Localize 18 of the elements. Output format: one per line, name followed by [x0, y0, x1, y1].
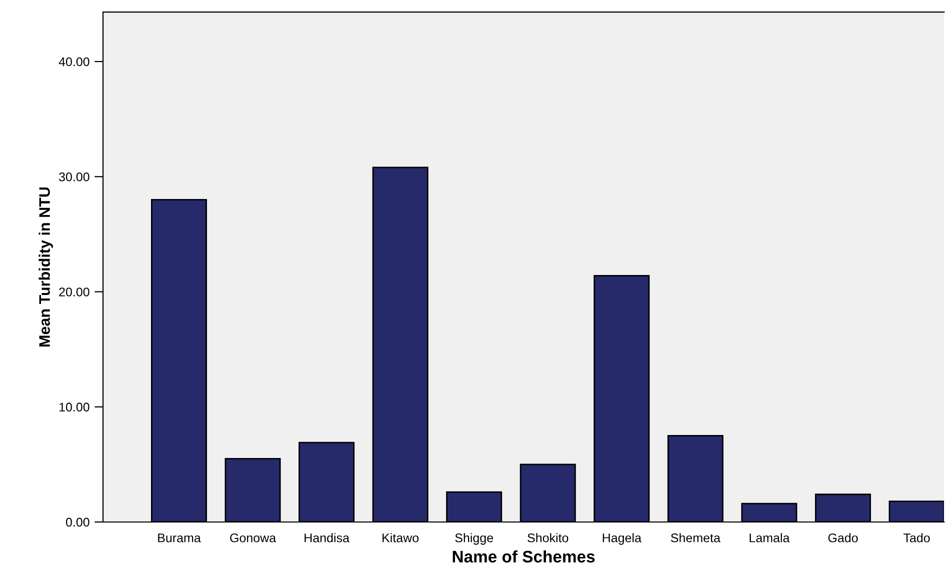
x-tick-label: Shemeta — [670, 533, 720, 542]
x-tick-label: Gado — [828, 533, 858, 542]
x-tick-label: Shigge — [455, 533, 494, 545]
x-tick-label: Shokito — [528, 533, 568, 542]
y-tick-label: 30.00 — [59, 172, 90, 182]
x-axis-title: Name of Schemes — [452, 550, 595, 563]
y-tick-label: 20.00 — [59, 288, 90, 296]
x-tick-label: Gonowa — [230, 533, 276, 542]
y-tick-label: 0.00 — [66, 518, 90, 527]
y-tick-label: 10.00 — [59, 402, 90, 412]
y-tick-label: 40.00 — [58, 57, 90, 66]
x-tick-label: Burama — [158, 534, 201, 542]
x-tick-label: Handisa — [304, 533, 350, 542]
y-axis-title: Mean Turbidity in NTU — [38, 187, 53, 346]
x-tick-label: Hagela — [602, 533, 642, 545]
x-tick-label: Kitawo — [382, 533, 419, 542]
x-tick-label: Lamala — [750, 533, 790, 542]
x-tick-label: Tado — [903, 533, 930, 542]
